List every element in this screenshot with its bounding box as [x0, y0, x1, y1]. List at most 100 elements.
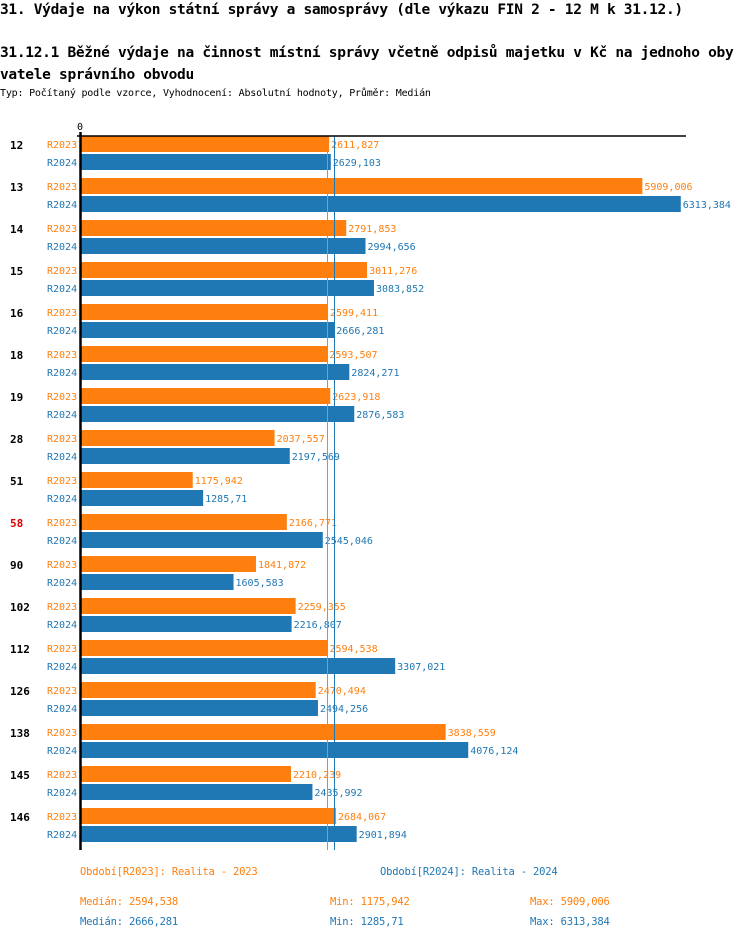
- data-label: 2629,103: [333, 158, 381, 169]
- series-label: R2023: [47, 182, 77, 193]
- bar-r2024: [81, 574, 234, 590]
- category-label: 146: [10, 811, 30, 824]
- bar-r2023: [81, 766, 291, 782]
- series-label: R2024: [47, 200, 77, 211]
- category-label: 18: [10, 349, 23, 362]
- legend-r2023: Období[R2023]: Realita - 2023: [80, 866, 258, 878]
- category-label: 14: [10, 223, 24, 236]
- data-label: 2494,256: [320, 704, 368, 715]
- category-label: 112: [10, 643, 30, 656]
- bar-r2023: [81, 178, 643, 194]
- data-label: 2791,853: [348, 224, 396, 235]
- bar-r2023: [81, 346, 328, 362]
- category-label: 58: [10, 517, 23, 530]
- bar-r2024: [81, 532, 323, 548]
- bar-r2023: [81, 640, 328, 656]
- page-title: 31. Výdaje na výkon státní správy a samo…: [0, 2, 683, 18]
- series-label: R2024: [47, 830, 77, 841]
- data-label: 5909,006: [644, 182, 692, 193]
- category-label: 126: [10, 685, 30, 698]
- stat-min-r2023: Min: 1175,942: [330, 896, 410, 908]
- data-label: 2593,507: [329, 350, 377, 361]
- series-label: R2023: [47, 140, 77, 151]
- data-label: 2470,494: [318, 686, 366, 697]
- series-label: R2023: [47, 770, 77, 781]
- category-label: 12: [10, 139, 23, 152]
- bar-r2024: [81, 280, 374, 296]
- data-label: 4076,124: [470, 746, 518, 757]
- category-label: 102: [10, 601, 30, 614]
- series-label: R2023: [47, 266, 77, 277]
- bar-r2023: [81, 136, 330, 152]
- data-label: 2166,771: [289, 518, 337, 529]
- series-label: R2023: [47, 728, 77, 739]
- data-label: 2824,271: [351, 368, 399, 379]
- data-label: 1175,942: [195, 476, 243, 487]
- series-label: R2023: [47, 224, 77, 235]
- data-label: 2435,992: [314, 788, 362, 799]
- category-label: 19: [10, 391, 23, 404]
- data-label: 2623,918: [332, 392, 380, 403]
- bar-r2024: [81, 238, 366, 254]
- series-label: R2024: [47, 368, 77, 379]
- bar-r2023: [81, 220, 347, 236]
- series-label: R2023: [47, 476, 77, 487]
- data-label: 3838,559: [448, 728, 496, 739]
- bar-r2024: [81, 154, 331, 170]
- bar-r2024: [81, 700, 318, 716]
- data-label: 3011,276: [369, 266, 417, 277]
- x-tick-label: 0: [77, 122, 83, 133]
- data-label: 2901,894: [359, 830, 407, 841]
- bar-r2024: [81, 826, 357, 842]
- series-label: R2024: [47, 620, 77, 631]
- category-label: 51: [10, 475, 24, 488]
- bar-r2023: [81, 514, 287, 530]
- bar-r2023: [81, 472, 193, 488]
- data-label: 2684,067: [338, 812, 386, 823]
- series-label: R2023: [47, 602, 77, 613]
- bar-r2023: [81, 808, 336, 824]
- stat-max-r2023: Max: 5909,006: [530, 896, 610, 908]
- series-label: R2024: [47, 242, 77, 253]
- data-label: 2197,569: [292, 452, 340, 463]
- data-label: 3307,021: [397, 662, 445, 673]
- series-label: R2024: [47, 536, 77, 547]
- bar-r2023: [81, 388, 331, 404]
- series-label: R2023: [47, 560, 77, 571]
- series-label: R2024: [47, 452, 77, 463]
- bar-r2024: [81, 196, 681, 212]
- series-label: R2024: [47, 326, 77, 337]
- series-label: R2023: [47, 686, 77, 697]
- series-label: R2023: [47, 308, 77, 319]
- series-label: R2024: [47, 158, 77, 169]
- data-label: 2994,656: [367, 242, 415, 253]
- series-label: R2023: [47, 812, 77, 823]
- legend-r2024: Období[R2024]: Realita - 2024: [380, 866, 558, 878]
- bar-r2023: [81, 304, 328, 320]
- data-label: 3083,852: [376, 284, 424, 295]
- series-label: R2024: [47, 662, 77, 673]
- category-label: 15: [10, 265, 23, 278]
- series-label: R2024: [47, 410, 77, 421]
- category-label: 13: [10, 181, 23, 194]
- category-label: 145: [10, 769, 30, 782]
- stat-max-r2024: Max: 6313,384: [530, 916, 610, 928]
- series-label: R2024: [47, 746, 77, 757]
- bar-r2024: [81, 322, 335, 338]
- series-label: R2024: [47, 284, 77, 295]
- bar-r2024: [81, 658, 396, 674]
- data-label: 1841,872: [258, 560, 306, 571]
- stat-median-r2023: Medián: 2594,538: [80, 896, 178, 908]
- series-label: R2024: [47, 788, 77, 799]
- stat-min-r2024: Min: 1285,71: [330, 916, 404, 928]
- bar-r2023: [81, 430, 275, 446]
- category-label: 90: [10, 559, 23, 572]
- data-label: 2545,046: [325, 536, 373, 547]
- chart-title: 31.12.1 Běžné výdaje na činnost místní s…: [0, 45, 734, 83]
- bar-r2024: [81, 448, 290, 464]
- bar-r2024: [81, 784, 313, 800]
- bar-r2024: [81, 406, 355, 422]
- data-label: 2210,239: [293, 770, 341, 781]
- bar-r2023: [81, 598, 296, 614]
- series-label: R2023: [47, 644, 77, 655]
